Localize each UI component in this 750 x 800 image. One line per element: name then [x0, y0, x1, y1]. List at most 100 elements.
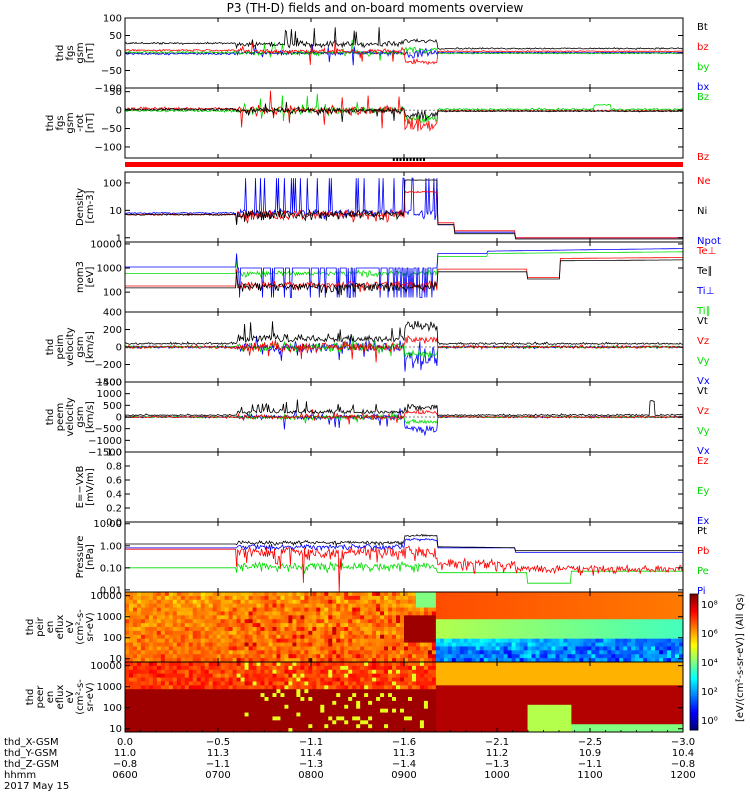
y-tick-label: 10 — [109, 206, 122, 217]
x-tick-x-gsm: −0.5 — [206, 737, 230, 748]
series-bx — [125, 44, 684, 66]
y-tick-label: 0 — [116, 49, 122, 60]
legend-entry-vt: Vt — [697, 316, 708, 327]
x-tick-z-gsm: −1.1 — [206, 759, 230, 770]
series-bz-green — [124, 93, 684, 125]
series-vz — [124, 334, 684, 363]
series-bt — [124, 27, 684, 51]
x-row-label: thd_Z-GSM — [4, 759, 59, 770]
legend-entry-vz: Vz — [697, 336, 709, 347]
y-tick-label: 1500 — [97, 378, 122, 389]
y-axis-label: [mV/m] — [85, 468, 96, 506]
x-tick-z-gsm: −0.8 — [671, 759, 695, 770]
y-axis-label: velocity — [65, 397, 76, 436]
colorbar-tick: 10⁶ — [701, 629, 718, 640]
y-tick-label: −400 — [95, 378, 122, 389]
x-tick-x-gsm: −1.6 — [392, 737, 416, 748]
y-tick-label: 1000 — [97, 682, 122, 693]
y-axis-label: gsm — [75, 42, 86, 63]
x-tick-hhmm: 1200 — [670, 770, 695, 781]
x-tick-y-gsm: 11.4 — [300, 748, 322, 759]
y-tick-label: 1.0 — [106, 448, 122, 459]
legend-entry-vx: Vx — [697, 446, 710, 457]
y-axis-label: Density — [75, 188, 86, 226]
y-axis-label: eflux — [55, 685, 66, 710]
series-b-black — [124, 101, 684, 123]
legend-entry-bz: bz — [697, 42, 709, 53]
colorbar-tick: 10⁰ — [701, 716, 718, 727]
series-pb — [125, 545, 684, 593]
legend-entry-pi: Pi — [697, 586, 706, 597]
x-tick-z-gsm: −1.4 — [392, 759, 416, 770]
y-axis-label: fgs — [55, 115, 66, 130]
x-tick-hhmm: 0900 — [391, 770, 416, 781]
spectrogram-peer-eflux — [125, 662, 684, 733]
y-tick-label: 1.00 — [100, 541, 122, 552]
y-tick-label: 1000 — [97, 612, 122, 623]
legend-entry-ti⊥: Ti⊥ — [696, 286, 714, 297]
y-tick-label: 10.00 — [93, 519, 122, 530]
y-tick-label: 1 — [116, 233, 122, 244]
y-tick-label: −1500 — [88, 448, 122, 459]
y-tick-label: 100 — [103, 703, 122, 714]
x-tick-x-gsm: −3.0 — [671, 737, 695, 748]
y-tick-label: −500 — [95, 424, 122, 435]
colorbar — [689, 593, 699, 731]
legend-entry-ti∥: Ti∥ — [696, 306, 711, 317]
x-row-label: thd_Y-GSM — [4, 748, 57, 759]
y-axis-label: velocity — [65, 327, 76, 366]
y-tick-label: −50 — [101, 124, 122, 135]
colorbar-tick: 10⁸ — [701, 600, 718, 611]
x-row-label: 2017 May 15 — [4, 781, 69, 792]
legend-entry-vy: Vy — [697, 356, 710, 367]
y-axis-label: [km/s] — [85, 401, 96, 433]
x-tick-hhmm: 0600 — [112, 770, 137, 781]
y-tick-label: 0.0 — [106, 518, 122, 529]
x-tick-x-gsm: −2.1 — [485, 737, 509, 748]
y-axis-label: (cm²-s- — [75, 679, 86, 715]
y-axis-label: eV — [65, 620, 76, 633]
legend-entry-ne: Ne — [697, 176, 711, 187]
series-pe — [125, 560, 683, 584]
legend-entry-bz: Bz — [697, 152, 709, 163]
y-axis-label: fgs — [65, 45, 76, 60]
y-tick-label: 50 — [109, 87, 122, 98]
legend-entry-ey: Ey — [697, 486, 709, 497]
y-axis-label: (cm²-s- — [75, 609, 86, 645]
panel-frame — [124, 87, 684, 159]
y-axis-label: E=−VxB — [75, 466, 86, 509]
legend-entry-vx: Vx — [697, 376, 710, 387]
y-axis-label: mom3 — [75, 261, 86, 293]
y-axis-label: -rot — [75, 114, 86, 132]
legend-entry-te∥: Te∥ — [696, 266, 713, 277]
series-ti-perp — [125, 248, 683, 298]
legend-entry-ni: Ni — [697, 206, 707, 217]
y-tick-label: −200 — [95, 360, 122, 371]
y-axis-label: [nPa] — [85, 544, 96, 570]
legend-entry-bx: bx — [697, 82, 709, 93]
x-tick-hhmm: 0800 — [298, 770, 323, 781]
x-tick-y-gsm: 10.4 — [672, 748, 694, 759]
series-te-perp — [125, 257, 683, 293]
legend-entry-bz: Bz — [697, 92, 709, 103]
legend-entry-vz: Vz — [697, 406, 709, 417]
y-axis-label: peer — [35, 685, 46, 709]
x-tick-z-gsm: −1.3 — [299, 759, 323, 770]
colorbar-label: [eV/(cm²-s-sr-eV)] (All Qs) — [735, 593, 746, 722]
x-tick-hhmm: 1100 — [577, 770, 602, 781]
x-tick-x-gsm: 0.0 — [117, 737, 133, 748]
y-axis-label: gsm — [65, 112, 76, 133]
y-tick-label: 100 — [103, 633, 122, 644]
y-tick-label: 10 — [109, 724, 122, 735]
y-tick-label: −100 — [95, 142, 122, 153]
y-tick-label: −1000 — [88, 436, 122, 447]
y-tick-label: 10000 — [90, 591, 122, 602]
x-tick-z-gsm: −1.1 — [578, 759, 602, 770]
y-tick-label: −100 — [95, 84, 122, 95]
colorbar-tick: 10⁴ — [701, 658, 718, 669]
series-vt — [124, 399, 684, 417]
x-tick-y-gsm: 11.3 — [207, 748, 229, 759]
y-tick-label: 0 — [116, 106, 122, 117]
series-bz — [125, 39, 684, 66]
y-tick-label: 1000 — [97, 264, 122, 275]
